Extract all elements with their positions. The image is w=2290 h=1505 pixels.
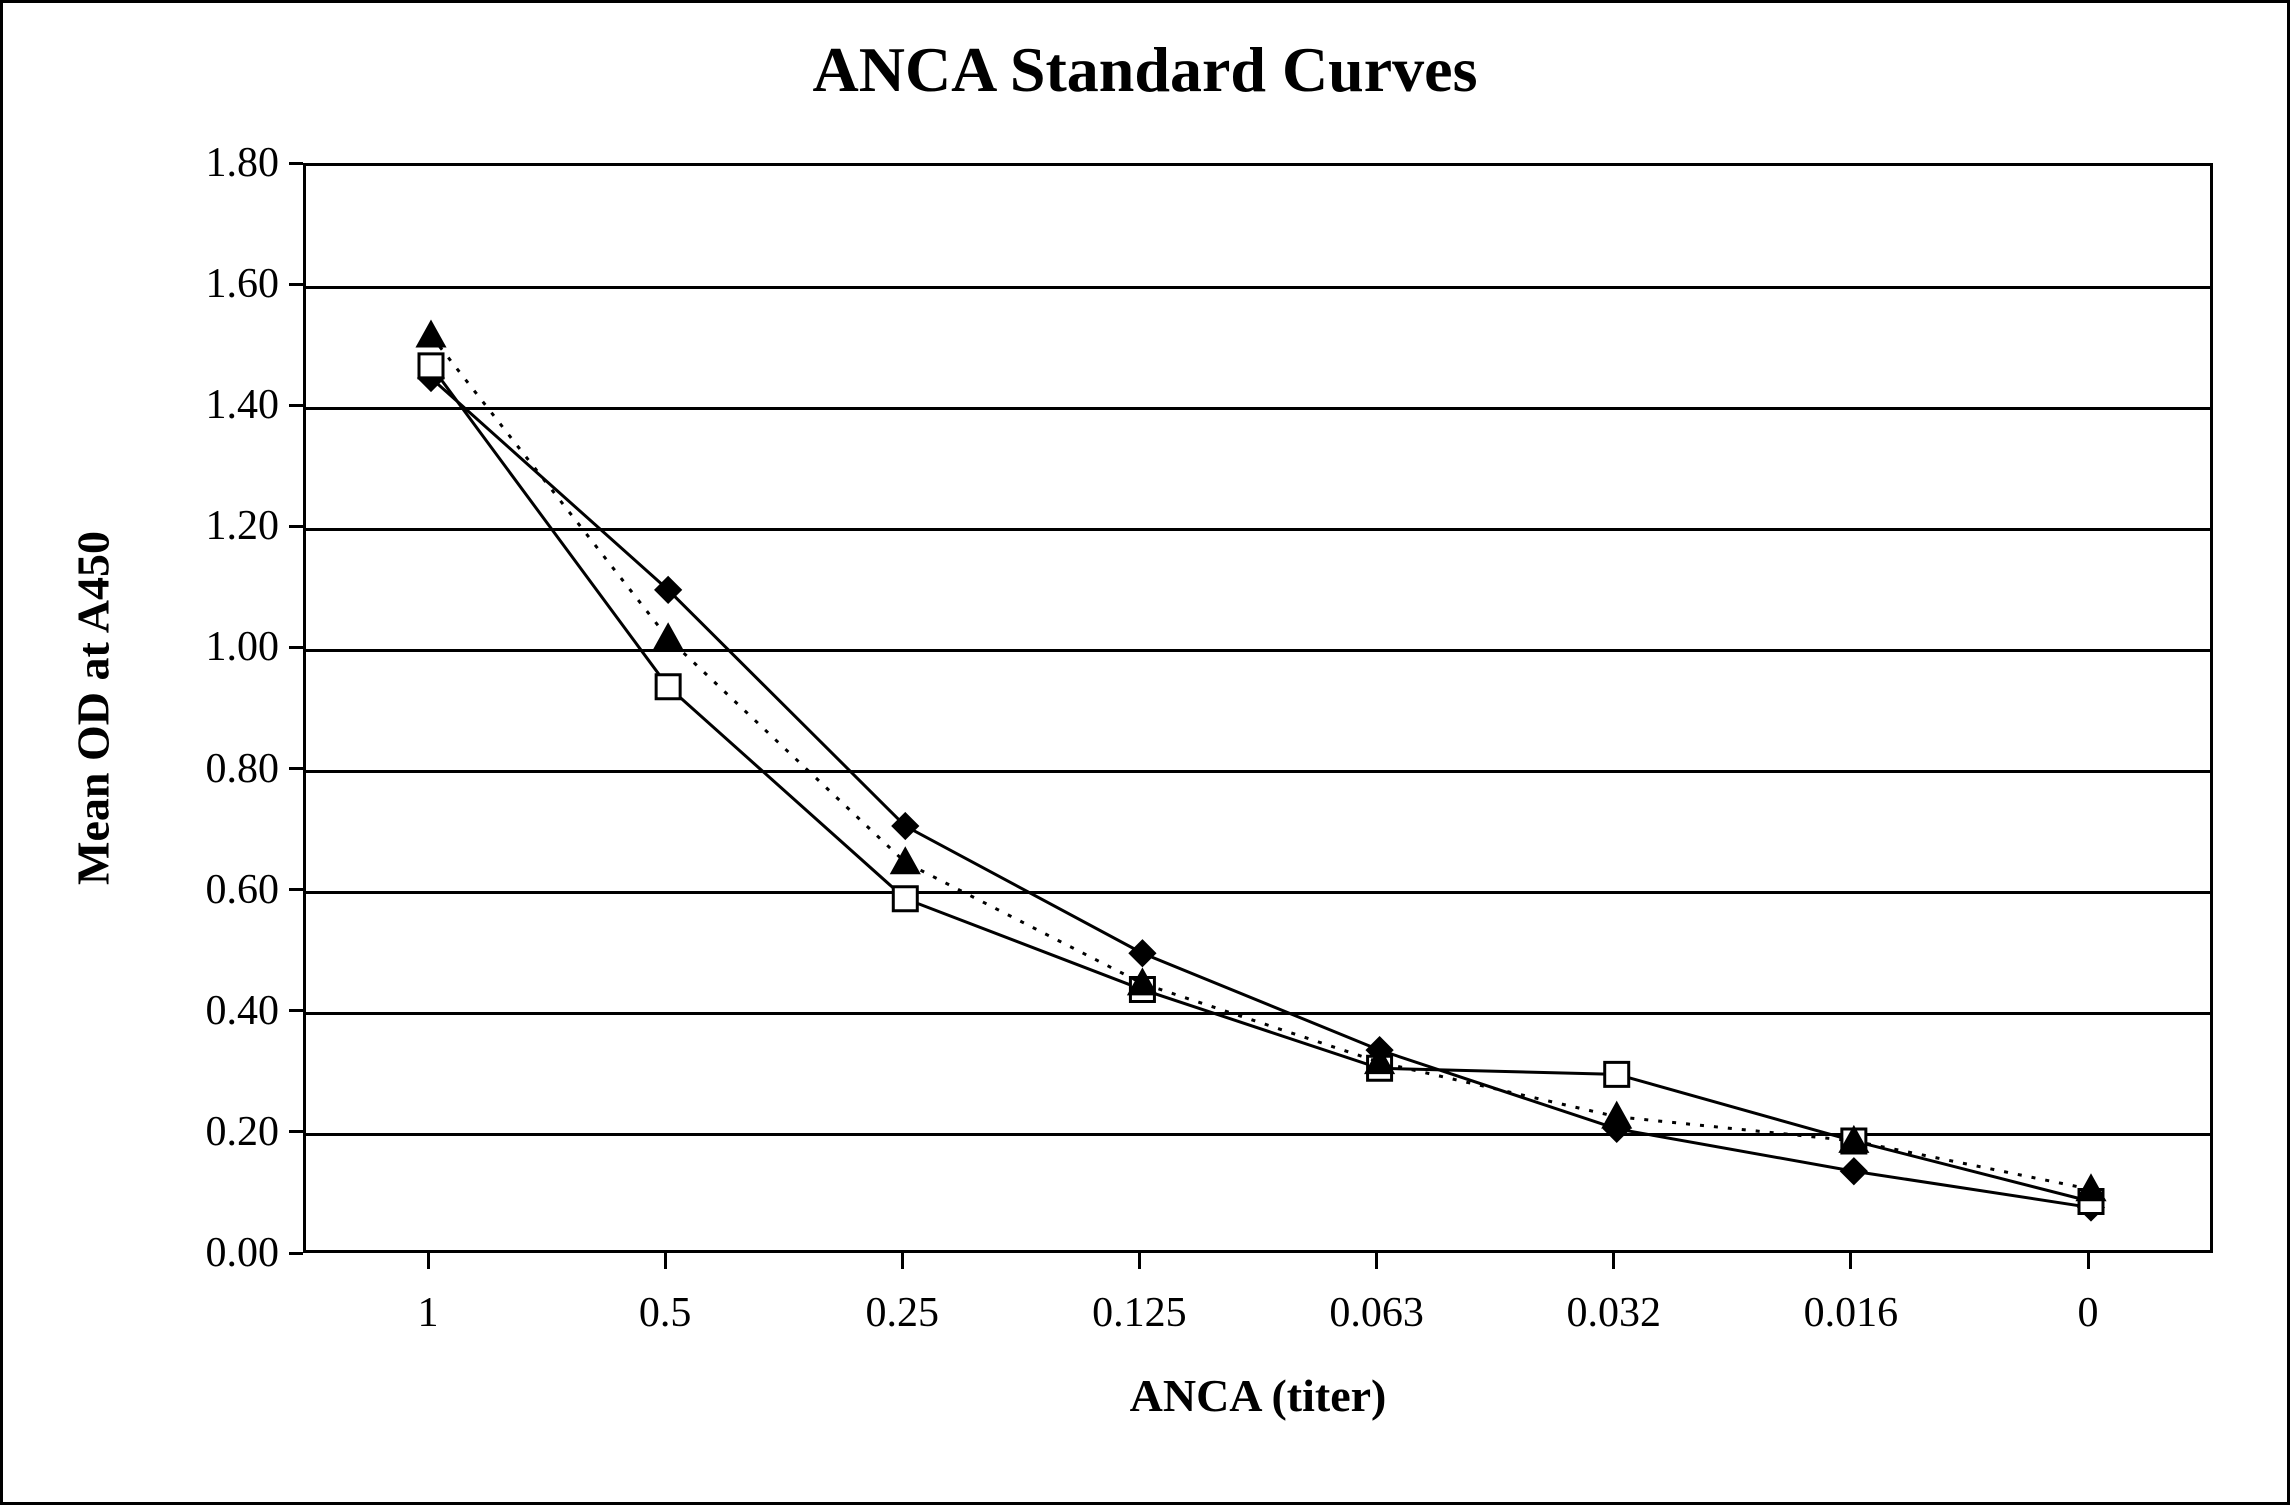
y-tick-mark <box>289 1252 303 1255</box>
x-tick-label: 0.5 <box>639 1289 692 1337</box>
chart-container: ANCA Standard Curves Mean OD at A450 ANC… <box>0 0 2290 1505</box>
series-square-marker <box>893 887 917 911</box>
x-tick-label: 1 <box>418 1289 439 1337</box>
chart-title: ANCA Standard Curves <box>3 33 2287 107</box>
y-tick-label: 0.60 <box>169 866 279 914</box>
x-tick-mark <box>2087 1253 2090 1269</box>
y-tick-mark <box>289 525 303 528</box>
y-tick-mark <box>289 283 303 286</box>
y-tick-mark <box>289 767 303 770</box>
y-tick-mark <box>289 646 303 649</box>
x-tick-mark <box>427 1253 430 1269</box>
x-axis-label: ANCA (titer) <box>1130 1369 1387 1422</box>
x-tick-label: 0.125 <box>1092 1289 1187 1337</box>
y-tick-label: 1.80 <box>169 139 279 187</box>
y-tick-label: 0.20 <box>169 1108 279 1156</box>
y-tick-label: 0.40 <box>169 987 279 1035</box>
x-tick-mark <box>1612 1253 1615 1269</box>
x-tick-mark <box>1138 1253 1141 1269</box>
x-tick-label: 0 <box>2078 1289 2099 1337</box>
series-square-line <box>431 366 2091 1202</box>
series-square-marker <box>419 354 443 378</box>
series-diamond-marker <box>1842 1159 1866 1183</box>
series-triangle-line <box>431 336 2091 1190</box>
x-tick-label: 0.016 <box>1804 1289 1899 1337</box>
series-square-marker <box>656 675 680 699</box>
series-square-marker <box>1605 1062 1629 1086</box>
series-triangle-marker <box>418 323 444 346</box>
series-diamond-marker <box>1130 941 1154 965</box>
series-layer <box>306 166 2216 1256</box>
y-tick-label: 0.00 <box>169 1229 279 1277</box>
y-tick-mark <box>289 162 303 165</box>
y-tick-label: 1.00 <box>169 623 279 671</box>
x-tick-mark <box>901 1253 904 1269</box>
x-tick-mark <box>1849 1253 1852 1269</box>
x-tick-label: 0.25 <box>866 1289 940 1337</box>
series-triangle-marker <box>892 849 918 872</box>
x-tick-label: 0.063 <box>1329 1289 1424 1337</box>
series-triangle-marker <box>655 625 681 648</box>
x-tick-mark <box>664 1253 667 1269</box>
y-axis-label: Mean OD at A450 <box>67 531 120 885</box>
y-tick-mark <box>289 404 303 407</box>
series-triangle-marker <box>1604 1104 1630 1127</box>
y-tick-label: 1.60 <box>169 260 279 308</box>
y-tick-mark <box>289 888 303 891</box>
y-tick-mark <box>289 1130 303 1133</box>
plot-area <box>303 163 2213 1253</box>
y-tick-label: 0.80 <box>169 745 279 793</box>
series-diamond-line <box>431 378 2091 1208</box>
y-tick-label: 1.40 <box>169 381 279 429</box>
y-tick-label: 1.20 <box>169 502 279 550</box>
x-tick-mark <box>1375 1253 1378 1269</box>
x-tick-label: 0.032 <box>1566 1289 1661 1337</box>
y-tick-mark <box>289 1009 303 1012</box>
